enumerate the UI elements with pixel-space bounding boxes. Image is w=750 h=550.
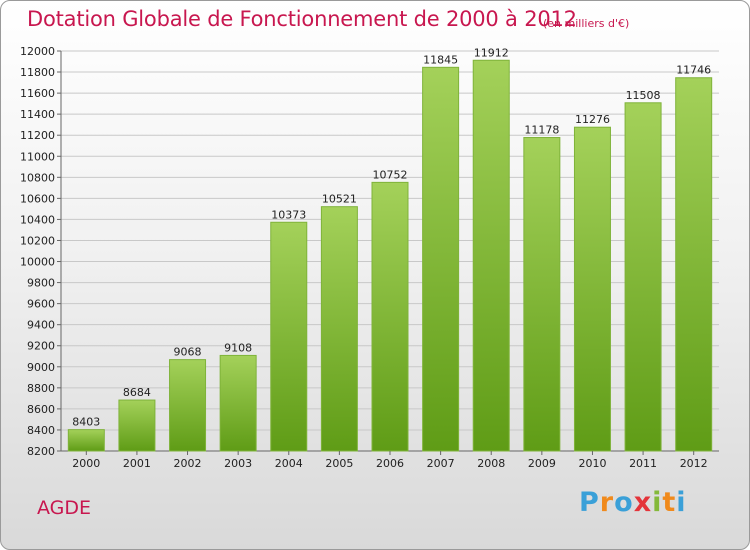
x-tick-label: 2003 [224,457,252,470]
logo-letter: x [633,487,653,518]
bar-value-label: 10752 [373,168,408,181]
bar [675,77,713,452]
x-tick-label: 2001 [123,457,151,470]
bar-value-label: 10373 [271,208,306,221]
bar-value-label: 9068 [174,346,202,359]
x-tick-label: 2010 [578,457,606,470]
y-tick-label: 11600 [20,87,55,100]
bar [422,66,460,452]
bar [371,181,409,452]
bar [573,126,611,452]
x-tick-label: 2009 [528,457,556,470]
bar [67,429,105,452]
bar [472,59,510,452]
bar [624,102,662,452]
y-tick-label: 11800 [20,66,55,79]
x-tick-label: 2012 [680,457,708,470]
bar-value-label: 9108 [224,341,252,354]
bar-value-label: 11178 [524,124,559,137]
logo-letter: i [652,487,663,518]
x-tick-label: 2007 [427,457,455,470]
y-tick-label: 9000 [27,361,55,374]
bar [270,221,308,452]
y-tick-label: 11400 [20,108,55,121]
bar-value-label: 11845 [423,53,458,66]
x-tick-label: 2000 [72,457,100,470]
y-tick-label: 11200 [20,129,55,142]
proxiti-logo: Proxiti [579,487,687,518]
bar-value-label: 8684 [123,386,151,399]
chart-title: Dotation Globale de Fonctionnement de 20… [27,7,577,31]
bar-value-label: 8403 [72,416,100,429]
bar-value-label: 11276 [575,113,610,126]
logo-letter: r [599,487,615,518]
bar-value-label: 11508 [626,89,661,102]
y-tick-label: 9400 [27,319,55,332]
bar [118,399,156,452]
x-tick-label: 2002 [174,457,202,470]
y-tick-label: 8400 [27,424,55,437]
bar-value-label: 11746 [676,64,711,77]
y-tick-label: 10200 [20,234,55,247]
y-tick-label: 11000 [20,150,55,163]
logo-letter: P [579,487,600,518]
y-tick-label: 9800 [27,277,55,290]
x-tick-label: 2005 [325,457,353,470]
bar [169,359,207,452]
x-tick-label: 2008 [477,457,505,470]
logo-letter: t [662,487,677,518]
bar [320,206,358,452]
y-tick-label: 8600 [27,403,55,416]
x-tick-label: 2004 [275,457,303,470]
y-tick-label: 9600 [27,298,55,311]
y-tick-label: 10400 [20,213,55,226]
y-tick-label: 9200 [27,340,55,353]
bar [219,354,257,452]
bar-value-label: 10521 [322,193,357,206]
y-tick-label: 10600 [20,192,55,205]
y-tick-label: 10000 [20,256,55,269]
y-tick-label: 8200 [27,445,55,458]
bar [523,137,561,452]
logo-letter: i [676,487,687,518]
commune-name: AGDE [37,497,92,519]
y-tick-label: 12000 [20,45,55,58]
y-tick-label: 8800 [27,382,55,395]
logo-letter: o [614,487,634,518]
bar-value-label: 11912 [474,46,509,59]
x-tick-label: 2006 [376,457,404,470]
chart-subtitle: (en milliers d'€) [543,17,630,30]
y-tick-label: 10800 [20,171,55,184]
x-tick-label: 2011 [629,457,657,470]
